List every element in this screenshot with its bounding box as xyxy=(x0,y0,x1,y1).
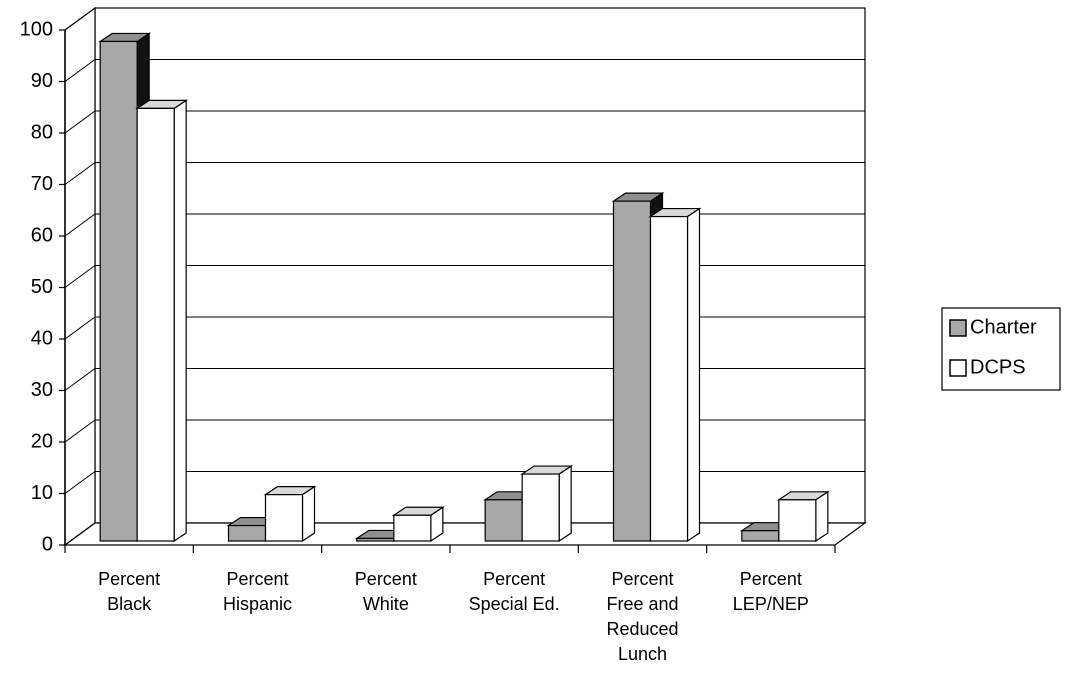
side-grid xyxy=(64,7,96,31)
legend-label: Charter xyxy=(970,316,1037,338)
bar-front xyxy=(393,514,432,542)
legend-swatch xyxy=(949,359,967,377)
bar xyxy=(391,506,445,543)
side-grid xyxy=(64,213,96,237)
side-grid xyxy=(64,368,96,391)
side-grid xyxy=(64,419,96,443)
bar-front xyxy=(741,530,780,542)
x-tick-label: Percent Special Ed. xyxy=(469,569,560,614)
side-grid xyxy=(64,59,96,82)
bar xyxy=(776,490,830,543)
bar-front xyxy=(612,200,652,542)
bar-front xyxy=(264,494,304,542)
side-grid xyxy=(64,522,96,546)
x-tick-label: Percent LEP/NEP xyxy=(733,569,809,614)
y-tick-label: 0 xyxy=(42,533,53,555)
bar-front xyxy=(356,537,395,542)
x-tick-label: Percent White xyxy=(355,569,417,614)
side-grid xyxy=(64,265,96,288)
y-tick-label: 90 xyxy=(31,70,53,92)
legend-label: DCPS xyxy=(970,356,1026,378)
bar xyxy=(135,99,189,543)
bar xyxy=(648,207,702,543)
side-grid xyxy=(64,316,96,340)
bar-side xyxy=(686,207,701,543)
y-tick-label: 30 xyxy=(31,379,53,401)
bar-front xyxy=(521,473,560,542)
bar xyxy=(263,485,317,543)
x-tick-label: Percent Free and Reduced Lunch xyxy=(606,569,678,664)
bar-front xyxy=(778,499,817,542)
side-grid xyxy=(64,110,96,134)
x-tick-label: Percent Black xyxy=(98,569,160,614)
side-grid xyxy=(64,162,96,185)
bar-side xyxy=(301,485,316,543)
bar-front xyxy=(227,524,267,542)
bar-front xyxy=(136,107,175,542)
bar xyxy=(520,464,574,543)
bar-front xyxy=(649,215,689,542)
y-tick-label: 60 xyxy=(31,224,53,246)
bar-side xyxy=(173,99,187,543)
y-tick-label: 20 xyxy=(31,430,53,452)
legend-swatch xyxy=(949,319,967,337)
y-tick-label: 70 xyxy=(31,173,53,195)
y-tick-label: 80 xyxy=(31,121,53,143)
bar-side xyxy=(558,464,572,543)
x-tick-label: Percent Hispanic xyxy=(223,569,292,614)
y-tick-label: 10 xyxy=(31,482,53,504)
y-tick-label: 100 xyxy=(20,18,53,40)
bar-front xyxy=(484,499,523,542)
side-grid xyxy=(64,471,96,494)
bar-front xyxy=(99,40,138,542)
y-tick-label: 50 xyxy=(31,276,53,298)
y-tick-label: 40 xyxy=(31,327,53,349)
